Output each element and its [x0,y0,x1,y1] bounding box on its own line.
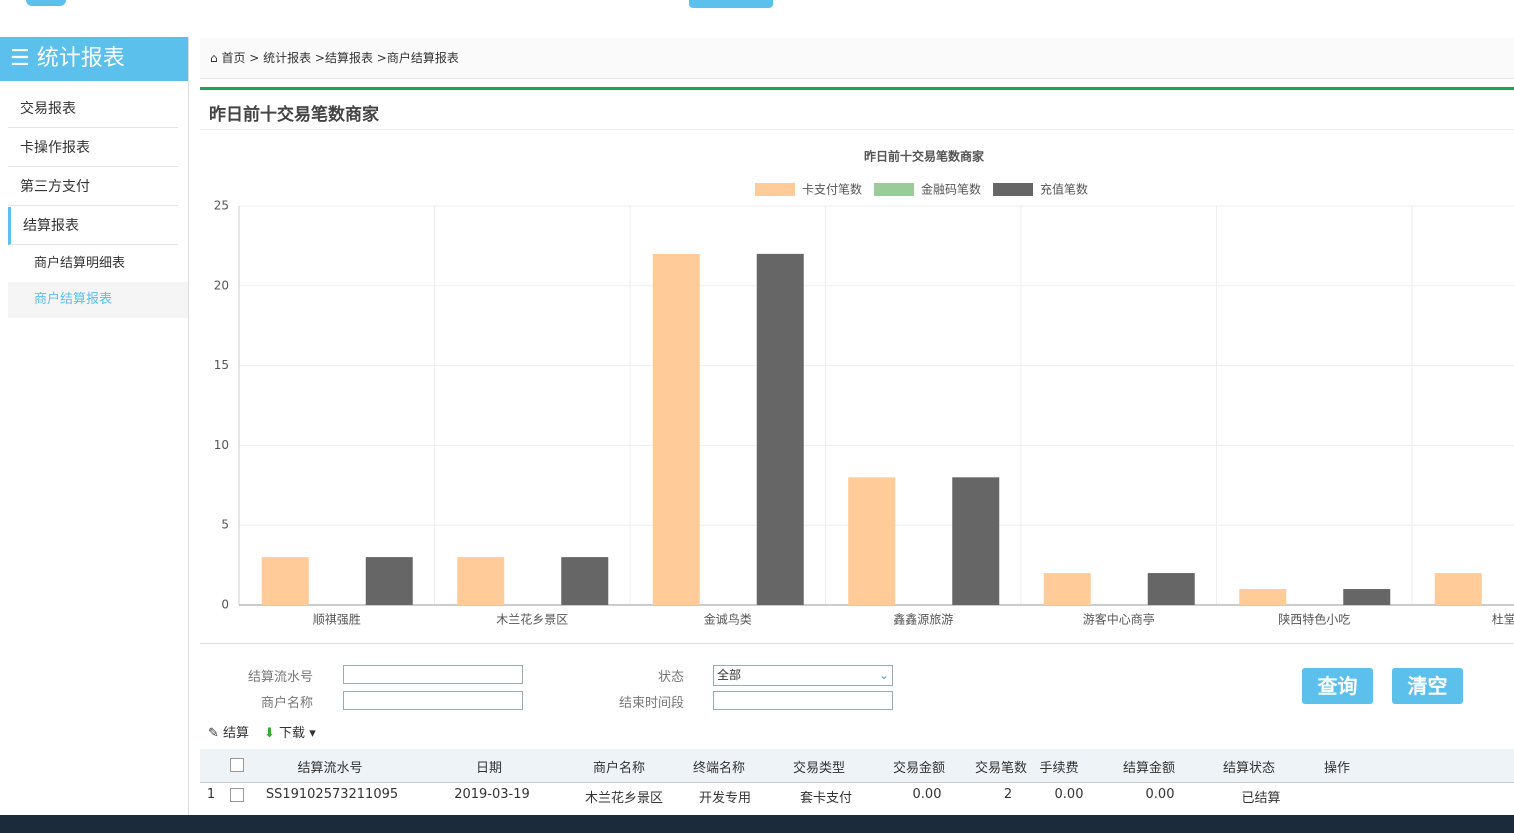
bar [1239,589,1287,605]
breadcrumb-bar [200,38,1514,79]
table-cell: 2 [1003,787,1013,802]
legend-swatch [993,183,1034,196]
sidebar-title: ☰ 统计报表 [0,37,188,81]
table-cell: 0.00 [912,787,942,802]
toolbar-text: 下载 [279,726,306,741]
query-button[interactable]: 查询 [1302,668,1373,704]
bar [457,557,505,605]
divider [200,643,1514,644]
bar [1343,589,1391,605]
panel-top-line [200,87,1514,90]
legend-swatch [755,183,795,196]
x-tick-label: 鑫鑫源旅游 [893,612,953,627]
table-cell: 2019-03-19 [454,787,530,802]
column-header: 商户名称 [592,761,646,776]
legend-swatch [874,183,915,196]
logo [26,0,66,6]
column-header: 结算金额 [1122,761,1176,776]
top-button[interactable] [689,0,773,8]
chart: 昨日前十交易笔数商家 0 5 10 15 20 25 顺祺强胜 木兰花乡景区 金诚鸟类 鑫鑫源旅游… [214,149,1514,627]
panel-title: 昨日前十交易笔数商家 [209,105,379,125]
table-cell: 木兰花乡景区 [584,791,664,806]
column-header: 交易金额 [892,761,946,776]
bar [365,557,413,605]
x-tick-label: 游客中心商亭 [1083,612,1155,627]
y-tick-label: 0 [221,598,229,612]
table-cell: 套卡支付 [799,791,853,806]
breadcrumb: ⌂ 首页 > 统计报表 >结算报表 >商户结算报表 [210,51,459,65]
bar [1147,573,1195,605]
y-tick-label: 15 [214,358,229,372]
menu-item[interactable]: 交易报表 [8,90,178,128]
end-time-input[interactable] [713,691,893,710]
column-header: 结算流水号 [297,761,363,776]
column-header: 操作 [1323,761,1351,776]
column-header: 手续费 [1039,761,1079,776]
x-tick-label: 金诚鸟类 [704,612,752,627]
settle-button[interactable]: ✎ 结算 [208,726,250,741]
legend-label: 卡支付笔数 [802,182,862,197]
y-tick-label: 10 [214,438,229,452]
y-tick-label: 25 [214,199,229,213]
select-value: 全部 [717,668,742,682]
checkbox[interactable] [230,788,244,802]
clear-button[interactable]: 清空 [1392,668,1463,704]
bar [652,253,700,605]
column-header: 交易笔数 [974,761,1028,776]
menu-item[interactable]: 第三方支付 [8,168,178,206]
column-header: 日期 [475,761,503,776]
table-cell: 0.00 [1145,787,1175,802]
form-label: 状态 [657,670,684,685]
table-cell: 0.00 [1054,787,1084,802]
sidebar-border [188,37,189,815]
x-tick-label: 木兰花乡景区 [496,612,568,627]
table-cell: 已结算 [1241,791,1281,806]
form-label: 商户名称 [260,696,313,711]
toolbar-text: 结算 [223,726,250,741]
table-cell: SS19102573211095 [265,787,399,802]
menu-item[interactable]: 卡操作报表 [8,129,178,167]
sidebar-title-text: 统计报表 [36,46,125,71]
bar [261,557,309,605]
checkbox[interactable] [230,758,244,772]
column-header: 交易类型 [792,761,846,776]
table-header [200,749,1514,783]
chart-title: 昨日前十交易笔数商家 [864,149,985,164]
submenu-item[interactable]: 商户结算报表 [8,282,188,318]
x-tick-label: 杜堂便 [1492,612,1514,627]
bar [952,477,1000,605]
bar [561,557,609,605]
bar [848,477,896,605]
taskbar [0,815,1514,833]
bar [1434,573,1482,605]
merchant-input[interactable] [343,691,523,710]
download-button[interactable]: ⬇ 下载 ▾ [264,726,316,741]
table-cell: 1 [206,787,216,802]
breadcrumb-text: 首页 > 统计报表 >结算报表 >商户结算报表 [221,51,459,65]
form-label: 结算流水号 [247,670,313,685]
x-tick-label: 陕西特色小吃 [1278,612,1350,627]
column-header: 结算状态 [1222,761,1276,776]
divider [200,129,1514,130]
x-tick-label: 顺祺强胜 [313,612,361,627]
legend-label: 金融码笔数 [921,182,981,197]
column-header: 终端名称 [692,761,746,776]
bar [1043,573,1091,605]
status-select[interactable]: 全部 ⌄ [713,665,893,686]
legend-label: 充值笔数 [1040,182,1088,197]
submenu-item[interactable]: 商户结算明细表 [34,256,126,271]
bar [756,253,804,605]
y-tick-label: 5 [221,518,229,532]
y-tick-label: 20 [214,278,229,292]
serial-input[interactable] [343,665,523,684]
table-cell: 开发专用 [698,791,752,806]
form-label: 结束时间段 [618,696,684,711]
menu-item[interactable]: 结算报表 [8,207,178,245]
